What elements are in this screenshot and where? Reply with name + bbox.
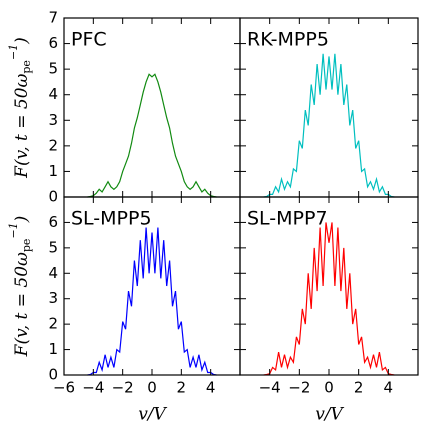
y-tick-label: 1 <box>48 340 58 358</box>
y-tick-label: 0 <box>48 188 58 206</box>
panel-title: PFC <box>71 29 107 51</box>
data-line <box>263 53 395 198</box>
y-tick-label: 3 <box>48 289 58 307</box>
y-tick-label: 5 <box>48 60 58 78</box>
y-axis-label-part: −1 <box>7 44 20 60</box>
y-tick-label: 3 <box>48 111 58 129</box>
panel-title: SL-MPP5 <box>71 208 152 230</box>
y-axis-label-part: F(v, t = 50ω <box>12 73 32 178</box>
x-tick-label: −2 <box>288 379 310 397</box>
y-tick-label: 4 <box>48 264 58 282</box>
y-axis-label-part: F(v, t = 50ω <box>12 252 32 357</box>
y-axis-label-part: ) <box>12 216 32 224</box>
x-tick-label: −4 <box>259 379 281 397</box>
y-tick-label: 5 <box>48 238 58 256</box>
x-axis-label: v/V <box>138 405 167 425</box>
y-tick-label: 4 <box>48 85 58 103</box>
y-tick-label: 6 <box>48 213 58 231</box>
y-tick-label: 0 <box>48 366 58 384</box>
y-tick-label: 6 <box>48 34 58 52</box>
y-axis-label-part: pe <box>20 239 33 253</box>
y-axis-label-part: pe <box>20 60 33 74</box>
y-tick-label: 2 <box>48 136 58 154</box>
data-line <box>263 222 395 376</box>
x-tick-label: 0 <box>324 379 334 397</box>
data-line <box>87 73 217 198</box>
x-tick-label: 0 <box>147 379 157 397</box>
y-tick-label: 1 <box>48 162 58 180</box>
y-axis-label-part: −1 <box>7 222 20 238</box>
panel-title: SL-MPP7 <box>247 208 328 230</box>
panel-title: RK-MPP5 <box>247 29 329 51</box>
y-axis-label: F(v, t = 50ωpe−1) <box>7 216 33 358</box>
data-line <box>87 227 217 376</box>
y-axis-label: F(v, t = 50ωpe−1) <box>7 37 33 179</box>
x-tick-label: −6 <box>53 379 75 397</box>
x-tick-label: 2 <box>354 379 364 397</box>
x-tick-label: 4 <box>206 379 216 397</box>
x-tick-label: 4 <box>384 379 394 397</box>
x-tick-label: −4 <box>82 379 104 397</box>
y-axis-label-part: ) <box>12 37 32 45</box>
x-tick-label: 2 <box>177 379 187 397</box>
x-axis-label: v/V <box>315 405 344 425</box>
y-tick-label: 7 <box>48 9 58 27</box>
y-tick-label: 2 <box>48 315 58 333</box>
x-tick-label: −2 <box>112 379 134 397</box>
